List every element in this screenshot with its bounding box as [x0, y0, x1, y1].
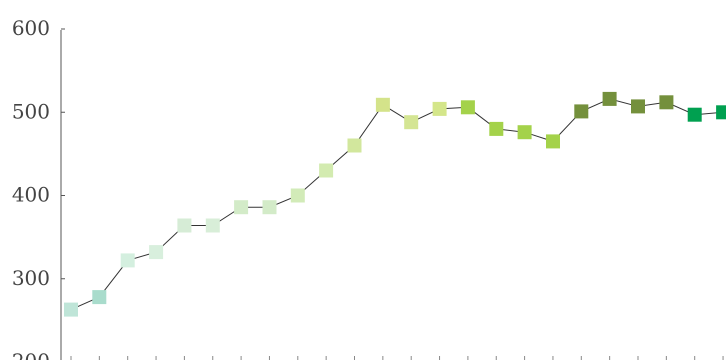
data-point [574, 104, 589, 119]
data-point [631, 99, 645, 114]
y-axis: 600 500 400 300 200 [12, 16, 65, 360]
data-point [687, 107, 702, 122]
data-point [659, 95, 674, 110]
data-point [120, 253, 135, 268]
data-point [64, 302, 78, 317]
y-tick-label: 200 [12, 349, 50, 360]
y-tick-label: 400 [12, 183, 50, 207]
data-point [489, 121, 504, 136]
data-point [432, 101, 447, 116]
data-point [234, 200, 249, 215]
data-point [404, 115, 419, 130]
data-point [375, 97, 390, 112]
data-point [546, 134, 560, 149]
data-point [602, 91, 617, 106]
data-point [319, 163, 334, 178]
y-tick-label: 500 [12, 99, 50, 123]
x-axis [70, 356, 724, 360]
data-point [517, 125, 532, 140]
data-point [716, 105, 726, 120]
y-tick-label: 300 [12, 266, 50, 290]
data-point [177, 218, 192, 233]
data-point [460, 100, 475, 115]
data-point [149, 245, 164, 260]
data-point [290, 188, 305, 203]
data-point [92, 290, 107, 305]
data-point [205, 218, 220, 233]
series-line [70, 98, 724, 311]
series-markers [64, 91, 726, 317]
data-point [347, 138, 362, 153]
y-tick-label: 600 [12, 16, 50, 40]
data-point [262, 200, 277, 215]
